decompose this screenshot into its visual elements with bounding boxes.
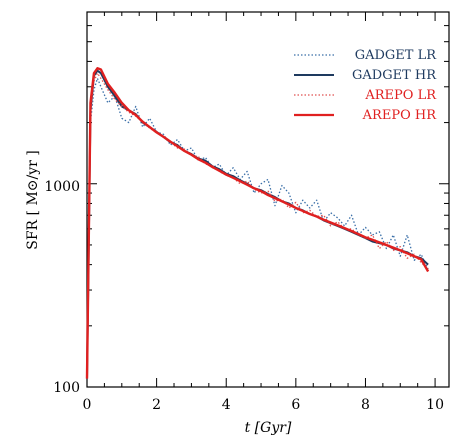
x-tick-label: 8 [361,397,370,413]
series-lines [85,67,430,379]
x-axis-label: t [Gyr] [245,420,292,436]
x-tick-label: 2 [152,397,161,413]
legend: GADGET LR GADGET HR AREPO LR AREPO HR [294,48,437,123]
series-line-arepo-hr [85,67,430,379]
y-axis-label: SFR [ M⊙/yr ] [25,150,41,250]
x-tick-label: 10 [426,397,444,413]
y-tick-label: 1000 [44,179,80,195]
axis-ticks [86,11,449,388]
legend-label-arepo-lr: AREPO LR [364,88,437,103]
series-line-gadget-lr [86,77,429,379]
legend-label-arepo-hr: AREPO HR [362,108,438,123]
x-tick-label: 4 [222,397,231,413]
x-tick-label: 6 [291,397,300,413]
legend-label-gadget-lr: GADGET LR [355,48,438,63]
x-tick-label: 0 [83,397,92,413]
y-tick-label: 100 [53,380,80,396]
plot-frame [86,11,450,388]
legend-label-gadget-hr: GADGET HR [352,68,437,83]
